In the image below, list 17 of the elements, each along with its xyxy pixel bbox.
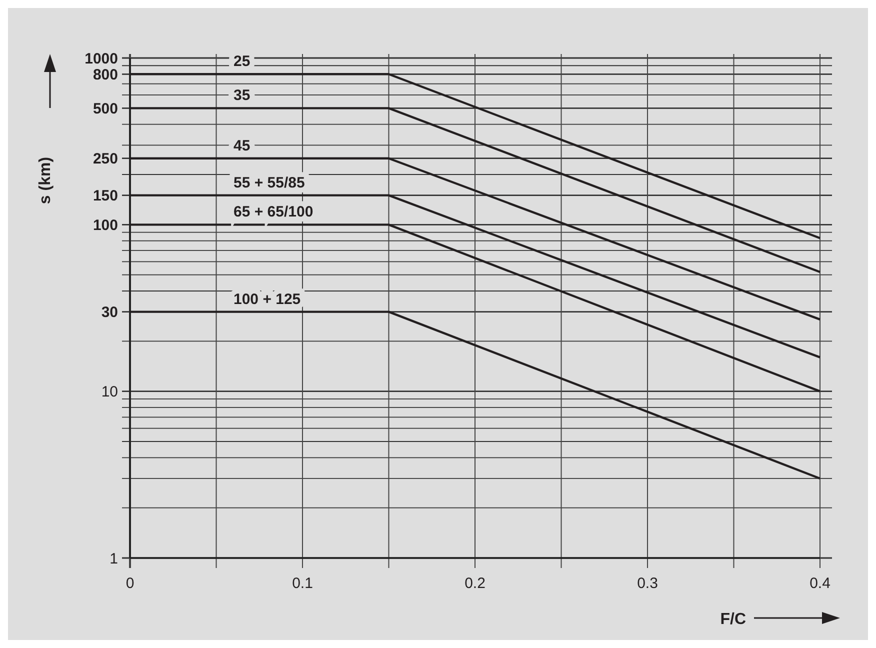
y-axis-title: s (km) xyxy=(37,156,54,204)
y-tick-label: 100 xyxy=(92,216,118,234)
y-tick-label: 1 xyxy=(110,550,118,568)
y-tick-label: 150 xyxy=(92,188,118,205)
x-tick-label: 0.1 xyxy=(292,575,313,592)
x-tick-label: 0.3 xyxy=(637,575,658,592)
y-tick-label: 500 xyxy=(92,100,118,118)
y-tick-label: 10 xyxy=(101,384,118,401)
x-axis-title: F/C xyxy=(720,611,746,628)
y-tick-label: 250 xyxy=(92,150,118,168)
x-tick-label: 0.2 xyxy=(464,575,486,592)
y-tick-label: 800 xyxy=(92,66,118,84)
x-tick-label: 0.4 xyxy=(810,575,830,592)
y-tick-label: 30 xyxy=(101,304,118,322)
x-tick-label: 0 xyxy=(126,575,134,592)
y-tick-label: 1000 xyxy=(84,50,118,68)
series-label: 100 + 125 xyxy=(234,290,301,308)
